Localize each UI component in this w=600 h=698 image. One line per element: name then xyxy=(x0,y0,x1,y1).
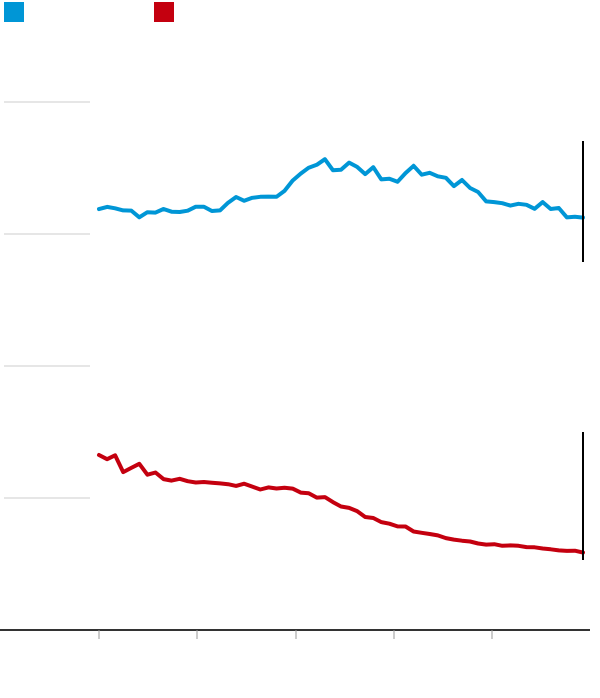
x-axis xyxy=(0,629,590,639)
legend-item-red xyxy=(154,2,174,22)
legend-swatch-blue xyxy=(4,2,24,22)
series-group xyxy=(97,157,585,555)
legend-item-blue xyxy=(4,2,24,22)
series-line-0 xyxy=(97,157,585,220)
series-line-1 xyxy=(97,453,585,555)
legend xyxy=(4,2,304,22)
legend-swatch-red xyxy=(154,2,174,22)
gridlines xyxy=(4,101,90,499)
